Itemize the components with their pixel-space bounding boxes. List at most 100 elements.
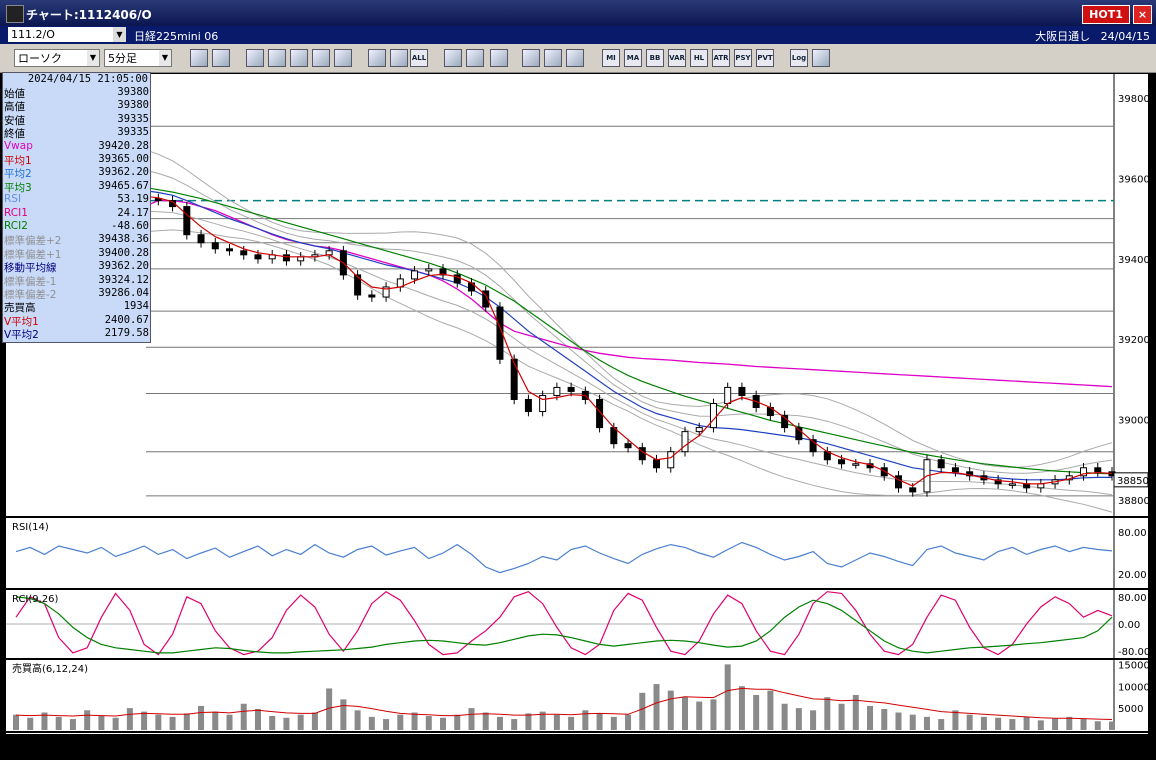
- candle-body: [382, 286, 390, 298]
- toolbar-palette-icon[interactable]: [566, 49, 584, 67]
- info-value: 39286.04: [98, 287, 149, 299]
- candle-body: [553, 386, 561, 396]
- symbol-code-select[interactable]: 111.2/O ▼: [8, 27, 126, 42]
- toolbar-log-button[interactable]: Log: [790, 49, 808, 67]
- candle-body: [368, 294, 376, 298]
- axis-bg-2: [1114, 590, 1148, 658]
- info-row: 標準偏差+2 39438.36: [4, 233, 149, 248]
- candle-body: [994, 479, 1002, 485]
- candle-body: [411, 270, 419, 280]
- interval-select[interactable]: 5分足 ▼: [104, 49, 172, 67]
- volume-bar: [27, 717, 34, 730]
- volume-bar: [183, 713, 190, 730]
- candle-body: [1094, 467, 1102, 473]
- candle-body: [724, 386, 732, 404]
- info-row: RSI 53.19: [4, 193, 149, 206]
- toolbar-psy-button[interactable]: PSY: [734, 49, 752, 67]
- volume-bar: [639, 692, 646, 730]
- session-label: 大阪日通し: [1035, 30, 1091, 43]
- volume-bar: [966, 714, 973, 730]
- chevron-down-icon[interactable]: ▼: [159, 50, 171, 66]
- price-axis-tick-label: 39000: [1118, 416, 1148, 427]
- info-label: 安値: [4, 114, 25, 127]
- info-value: 39400.28: [98, 246, 149, 259]
- info-value: 53.19: [117, 193, 149, 206]
- volume-bar: [824, 697, 831, 730]
- price-axis-tick-label: 39400: [1118, 255, 1148, 266]
- info-row: 売買高 1934: [4, 300, 149, 314]
- instrument-name: 日経225mini 06: [134, 30, 219, 43]
- volume-bar: [867, 705, 874, 730]
- volume-bar: [767, 690, 774, 730]
- info-value: 24.17: [117, 206, 149, 219]
- close-button[interactable]: ×: [1133, 5, 1152, 24]
- toolbar-v1-icon[interactable]: [246, 49, 264, 67]
- info-label: 標準偏差-2: [4, 289, 57, 301]
- toolbar-export-icon[interactable]: [812, 49, 830, 67]
- candle-body: [894, 475, 902, 489]
- info-row: 標準偏差-1 39324.12: [4, 273, 149, 288]
- volume-bar: [326, 688, 333, 730]
- toolbar-v4-icon[interactable]: [312, 49, 330, 67]
- toolbar-atr-button[interactable]: ATR: [712, 49, 730, 67]
- toolbar-v2-icon[interactable]: [268, 49, 286, 67]
- toolbar-search-icon[interactable]: [190, 49, 208, 67]
- info-value: 2179.58: [104, 327, 149, 340]
- volume-bar: [952, 710, 959, 730]
- volume-bar: [1052, 718, 1059, 730]
- toolbar-gear-icon[interactable]: [522, 49, 540, 67]
- volume-bar: [525, 713, 532, 730]
- toolbar-v5-icon[interactable]: [334, 49, 352, 67]
- toolbar-arrow-icon[interactable]: [490, 49, 508, 67]
- info-value: 39324.12: [98, 273, 149, 286]
- candle-body: [510, 358, 518, 400]
- toolbar-all-button[interactable]: ALL: [410, 49, 428, 67]
- info-row: 高値 39380: [4, 99, 149, 113]
- volume-bar: [454, 714, 461, 730]
- toolbar-ma-button[interactable]: MA: [624, 49, 642, 67]
- volume-bar: [810, 710, 817, 730]
- toolbar-v3-icon[interactable]: [290, 49, 308, 67]
- symbol-bar: 111.2/O ▼ 日経225mini 06 大阪日通し 24/04/15: [0, 26, 1156, 44]
- toolbar-pen-icon[interactable]: [444, 49, 462, 67]
- interval-value: 5分足: [108, 52, 137, 65]
- info-label: 標準偏差+2: [4, 235, 62, 248]
- toolbar-pvt-button[interactable]: PVT: [756, 49, 774, 67]
- toolbar-bb-button[interactable]: BB: [646, 49, 664, 67]
- candle-body: [909, 487, 917, 493]
- chevron-down-icon[interactable]: ▼: [87, 50, 99, 66]
- toolbar-v6-icon[interactable]: [368, 49, 386, 67]
- candle-body: [809, 439, 817, 453]
- toolbar-var-button[interactable]: VAR: [668, 49, 686, 67]
- toolbar-button-label: HL: [693, 54, 705, 62]
- volume-bar: [55, 716, 62, 730]
- info-label: RSI: [4, 193, 22, 206]
- volume-axis-tick-label: 5000: [1118, 704, 1143, 715]
- toolbar-v7-icon[interactable]: [390, 49, 408, 67]
- toolbar-hl-button[interactable]: HL: [690, 49, 708, 67]
- toolbar-button-label: ATR: [713, 54, 729, 62]
- volume-average-line: [15, 687, 1113, 720]
- toolbar-wrench-icon[interactable]: [544, 49, 562, 67]
- volume-axis-tick-label: 15000: [1118, 660, 1148, 671]
- volume-bar: [738, 686, 745, 730]
- volume-bar: [440, 717, 447, 730]
- volume-bar: [582, 710, 589, 730]
- toolbar-cursor-icon[interactable]: [466, 49, 484, 67]
- volume-bar: [781, 703, 788, 730]
- volume-bar: [980, 716, 987, 730]
- candle-body: [539, 394, 547, 413]
- volume-bar: [297, 714, 304, 730]
- chevron-down-icon[interactable]: ▼: [113, 27, 126, 42]
- chart-type-select[interactable]: ローソク ▼: [14, 49, 100, 67]
- sub-axis-tick-label: 80.00: [1118, 528, 1147, 539]
- hot-button[interactable]: HOT1: [1082, 5, 1130, 24]
- toolbar-crosshair-icon[interactable]: [212, 49, 230, 67]
- toolbar-mi-button[interactable]: MI: [602, 49, 620, 67]
- info-row: V平均2 2179.58: [4, 327, 149, 341]
- info-row: RCI2 -48.60: [4, 220, 149, 233]
- toolbar-button-label: PVT: [757, 54, 773, 62]
- volume-bar: [482, 712, 489, 730]
- candle-body: [695, 427, 703, 433]
- volume-bar: [838, 703, 845, 730]
